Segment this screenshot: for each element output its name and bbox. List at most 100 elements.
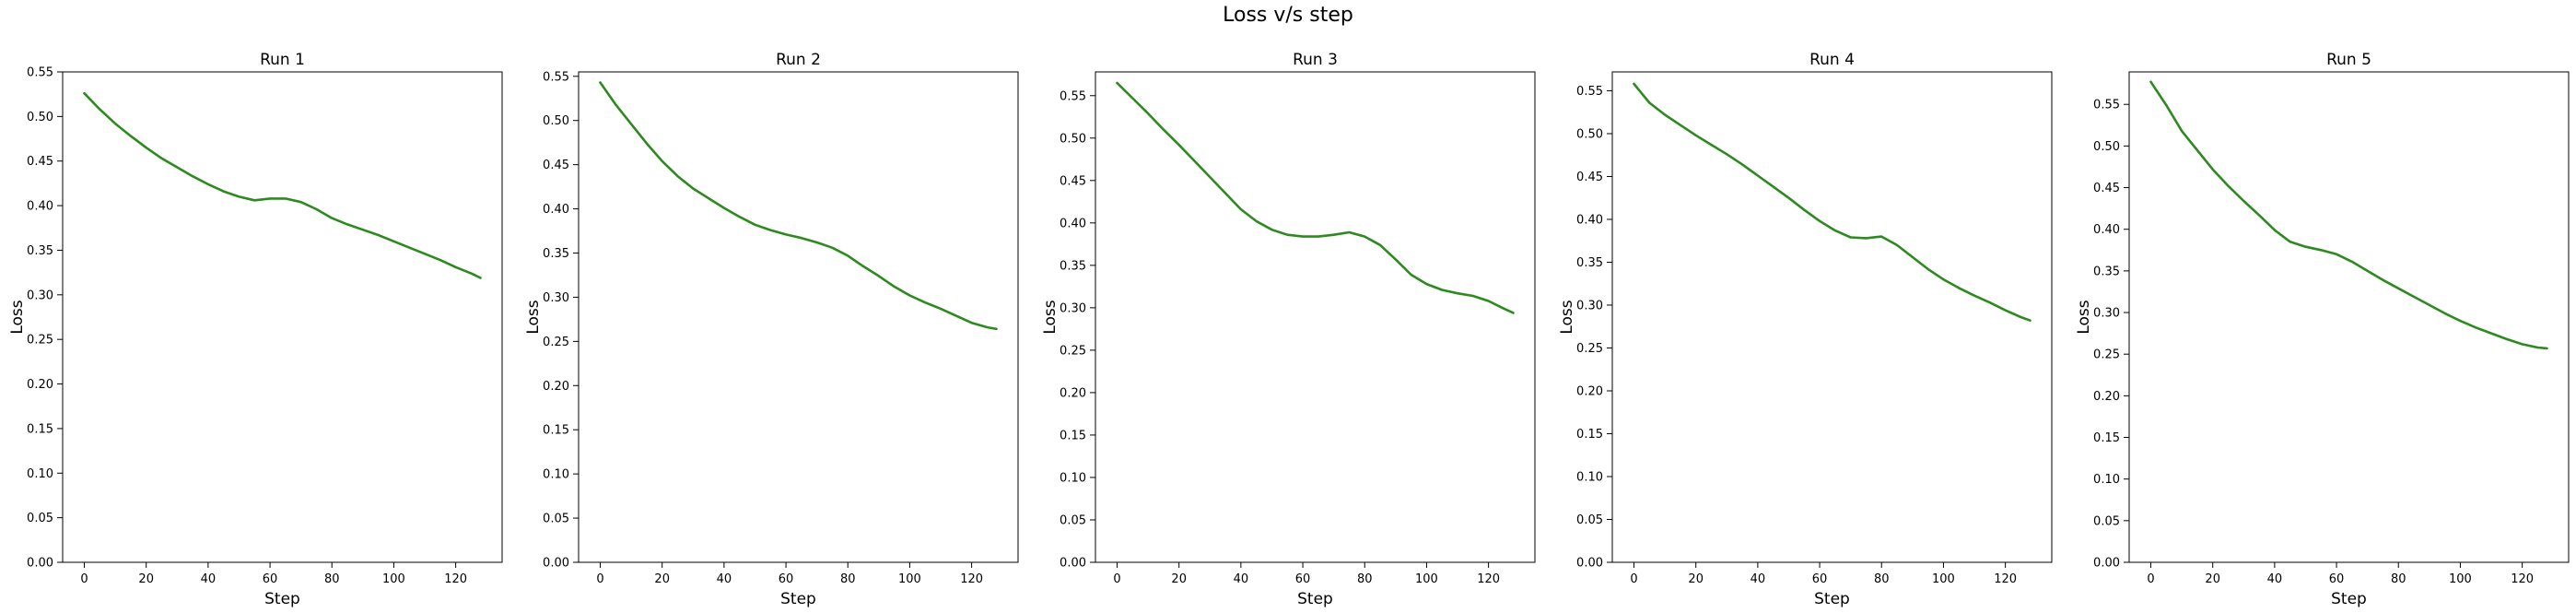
x-tick-label: 40 [2267,572,2283,586]
subplot-run-4: 0 20 40 60 80 100 120 0.00 0.05 0.10 0.15 0.20 0.25 0… [1558,51,2053,608]
x-tick-label: 120 [960,572,983,586]
data-point [1973,295,1975,297]
data-point [2475,326,2476,328]
data-point [1256,220,1258,222]
data-point [2351,261,2353,263]
x-tick-label: 120 [2511,572,2534,586]
plot-frame [2128,71,2570,563]
data-point [2149,81,2151,83]
data-point [2320,249,2322,251]
data-point [1989,301,1991,303]
data-point [862,265,864,267]
data-point [723,206,725,208]
y-tick-label: 0.10 [543,468,569,482]
data-point [1395,258,1397,260]
data-point [1503,308,1505,310]
data-point [1379,244,1381,246]
data-point [130,135,132,136]
data-point [599,81,601,83]
y-tick-label: 0.55 [2093,99,2120,112]
x-axis-label: Step [1297,590,1333,608]
data-point [739,216,741,218]
x-tick-label: 100 [1932,572,1955,586]
y-tick-label: 0.20 [543,380,569,394]
x-tick-label: 80 [1874,572,1890,586]
data-point [176,166,178,168]
y-tick-label: 0.05 [1576,513,1603,527]
x-tick-label: 60 [1812,572,1828,586]
data-point [1958,287,1960,289]
data-point [1787,197,1789,199]
data-point [769,229,771,230]
y-tick-label: 0.00 [1060,557,1086,571]
y-tick-label: 0.40 [1576,213,1603,227]
data-point [223,190,225,192]
data-point [1317,235,1319,237]
data-point [831,247,833,249]
data-point [1896,244,1898,246]
data-point [630,123,632,124]
y-tick-label: 0.30 [1060,301,1086,315]
data-point [1726,153,1727,155]
plot-frame [1095,71,1536,563]
subplot-run-5: 0 20 40 60 80 100 120 0.00 0.05 0.10 0.15 0.20 0.25 0… [2075,51,2570,608]
y-tick-label: 0.35 [1060,259,1086,273]
data-point [1926,268,1928,270]
data-point [1512,312,1514,313]
y-tick-label: 0.10 [1576,470,1603,484]
y-tick-label: 0.20 [1060,386,1086,400]
data-point [1348,231,1350,233]
data-point [2004,309,2006,311]
data-point [2289,241,2291,242]
data-point [1819,220,1821,222]
y-tick-label: 0.10 [2093,473,2120,487]
y-axis-label: Loss [1558,300,1576,334]
loss-line [599,81,998,331]
data-point [1942,278,1944,280]
x-tick-label: 20 [1171,572,1187,586]
data-point [1757,174,1759,176]
y-tick-label: 0.55 [27,66,53,80]
data-point [300,201,302,203]
loss-line [1116,81,1515,314]
data-point [1912,256,1914,258]
data-point [1472,295,1474,297]
x-tick-label: 40 [1751,572,1766,586]
y-tick-label: 0.45 [2093,182,2120,195]
y-axis-label: Loss [2075,300,2093,334]
plot-frame [578,71,1019,563]
data-point [1441,289,1443,290]
y-tick-label: 0.40 [27,200,53,214]
data-point [2165,104,2167,106]
x-tick-label: 0 [1113,572,1120,586]
data-point [1865,237,1867,239]
loss-line [1633,82,2032,322]
data-point [1487,300,1489,301]
loss-line [2149,80,2548,350]
data-point [1410,274,1411,276]
data-point [2546,348,2547,349]
data-point [1773,185,1774,187]
data-point [816,242,818,243]
y-tick-label: 0.45 [1060,174,1086,188]
y-tick-label: 0.25 [27,334,53,348]
data-point [955,314,957,316]
data-point [646,142,648,144]
data-point [785,233,787,235]
data-point [615,103,616,105]
data-point [331,217,333,218]
x-tick-label: 120 [444,572,467,586]
data-point [424,253,426,254]
data-point [2397,288,2399,289]
y-tick-label: 0.50 [1576,127,1603,141]
data-point [346,223,348,225]
subplot-run-3: 0 20 40 60 80 100 120 0.00 0.05 0.10 0.15 0.20 0.25 0… [1041,51,1536,608]
data-point [2227,185,2229,187]
y-tick-label: 0.00 [1576,557,1603,571]
y-tick-label: 0.40 [543,203,569,217]
data-point [285,197,287,199]
data-point [2382,279,2383,281]
y-tick-label: 0.15 [543,424,569,438]
x-tick-label: 80 [2391,572,2406,586]
data-point [986,326,988,328]
